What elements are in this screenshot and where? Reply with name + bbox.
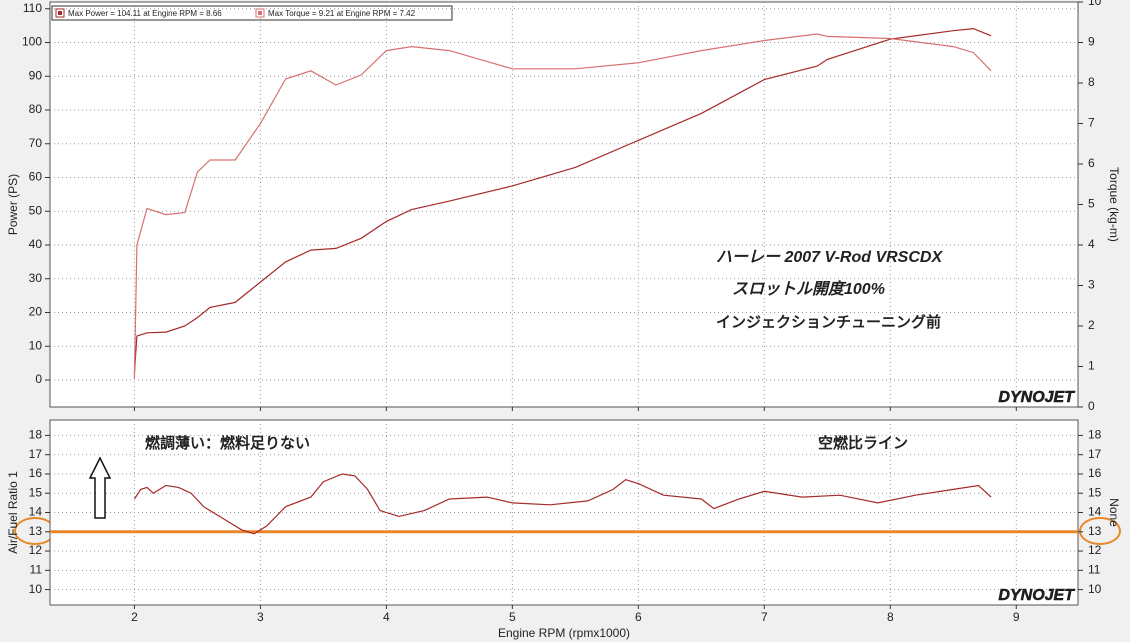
y-tick-label: 20 [29,305,43,319]
y2-tick-label: 8 [1088,75,1095,89]
y-tick-label: 70 [29,136,43,150]
data-line [133,33,992,379]
y2-tick-label: 11 [1088,562,1101,576]
y-tick-label: 12 [29,543,43,557]
legend-label: Max Torque = 9.21 at Engine RPM = 7.42 [268,9,416,18]
logo: DYNOJET [998,389,1075,406]
y2-tick-label: 4 [1088,237,1095,251]
y2-tick-label: 9 [1088,35,1095,49]
y-tick-label: 80 [29,102,43,116]
legend-swatch-dot [258,11,262,15]
y2-tick-label: 1 [1088,359,1095,373]
plot-area [49,1,1079,408]
y-tick-label: 14 [29,505,43,519]
y-tick-label: 100 [22,35,42,49]
y-tick-label: 13 [29,524,43,538]
y2-tick-label: 14 [1088,505,1102,519]
logo: DYNOJET [998,587,1075,604]
y2-tick-label: 0 [1088,399,1095,413]
x-tick-label: 2 [131,610,138,624]
x-tick-label: 7 [761,610,768,624]
legend-label: Max Power = 104.11 at Engine RPM = 8.66 [68,9,222,18]
y2-tick-label: 7 [1088,116,1095,130]
y2-tick-label: 10 [1088,582,1102,596]
y2-tick-label: 3 [1088,278,1095,292]
layer: 0102030405060708090100110012345678910Pow… [6,0,1121,640]
y2-tick-label: 17 [1088,447,1102,461]
y-tick-label: 60 [29,170,43,184]
y2-axis-label: None [1107,498,1121,527]
y-tick-label: 110 [23,1,42,15]
y-axis-label: Power (PS) [6,174,20,235]
y2-tick-label: 13 [1088,524,1102,538]
x-axis-label: Engine RPM (rpmx1000) [498,626,630,640]
y2-tick-label: 10 [1088,0,1102,8]
legend-swatch-dot [58,11,62,15]
x-tick-label: 5 [509,610,516,624]
data-line [133,27,992,374]
x-tick-label: 4 [383,610,390,624]
arrow [88,456,112,519]
x-tick-label: 6 [635,610,642,624]
y-tick-label: 11 [30,562,43,576]
y-tick-label: 50 [29,203,43,217]
legend-box [51,5,453,21]
y-tick-label: 40 [29,237,43,251]
y-tick-label: 18 [29,428,43,442]
annotation: ハーレー 2007 V-Rod VRSCDX [716,249,943,266]
y2-tick-label: 6 [1088,156,1095,170]
y-tick-label: 16 [29,466,43,480]
y-tick-label: 90 [29,68,43,82]
y2-tick-label: 18 [1088,428,1102,442]
y2-tick-label: 15 [1088,485,1102,499]
data-line [133,473,992,535]
y-tick-label: 15 [29,485,43,499]
y-tick-label: 10 [29,338,43,352]
y2-tick-label: 12 [1088,543,1102,557]
annotation: 空燃比ライン [818,434,908,452]
x-tick-label: 9 [1013,610,1020,624]
y2-axis-label: Torque (kg-m) [1107,167,1121,242]
y2-tick-label: 2 [1088,318,1095,332]
x-tick-label: 8 [887,610,894,624]
annotation: 燃調薄い：燃料足りない [145,434,310,452]
annotation: スロットル開度100% [732,280,885,298]
y2-tick-label: 16 [1088,466,1102,480]
highlight-circle [1079,517,1121,545]
y-tick-label: 10 [29,582,43,596]
y-tick-label: 30 [29,271,43,285]
y-tick-label: 17 [29,447,43,461]
y-tick-label: 0 [35,372,42,386]
annotation: インジェクションチューニング前 [716,313,941,331]
y2-tick-label: 5 [1088,197,1095,211]
y-axis-label: Air/Fuel Ratio 1 [6,471,20,554]
x-tick-label: 3 [257,610,264,624]
